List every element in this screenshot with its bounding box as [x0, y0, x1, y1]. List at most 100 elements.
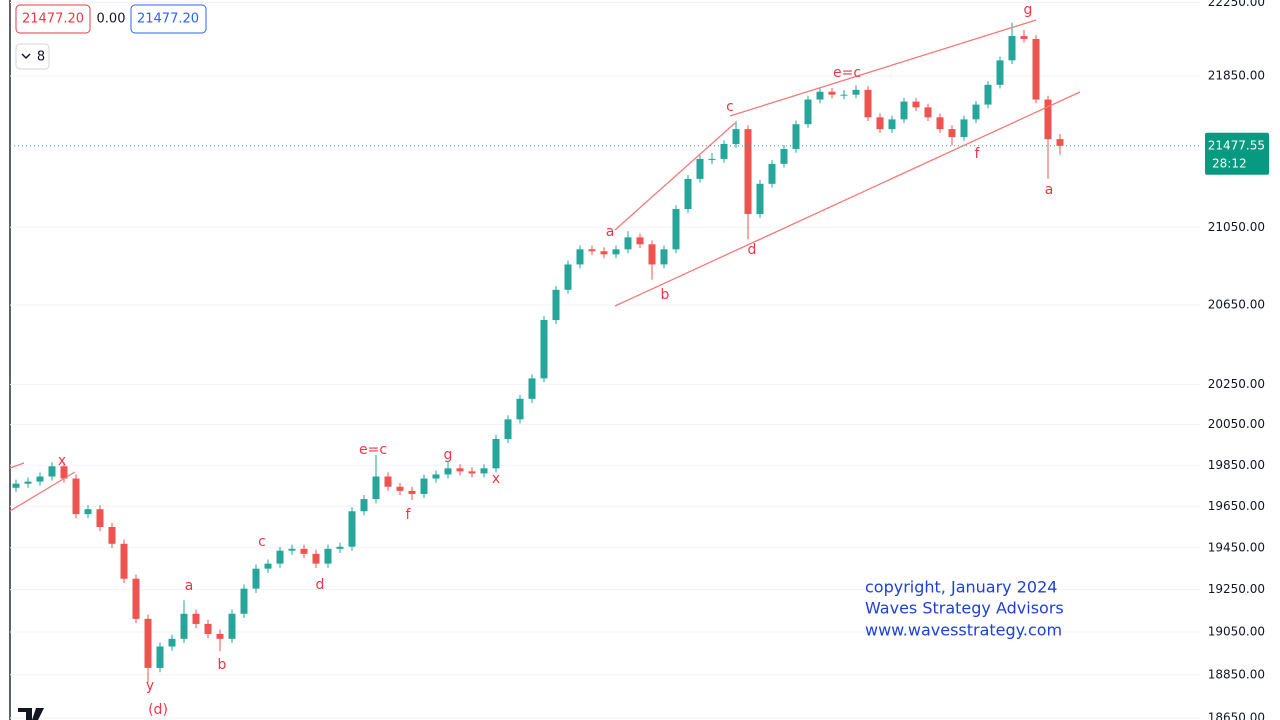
- wave-label: (d): [148, 702, 168, 718]
- last-price: 21477.55 28:12: [10, 132, 1269, 175]
- candle-body: [12, 483, 20, 488]
- wave-label: g: [444, 447, 453, 463]
- trendline: [729, 19, 1037, 117]
- candle-body: [804, 99, 812, 125]
- candle-body: [516, 398, 524, 420]
- candles: [12, 22, 1064, 683]
- bid-box[interactable]: [15, 4, 91, 34]
- candle-body: [252, 568, 260, 589]
- candle-body: [540, 320, 548, 379]
- candle-body: [60, 466, 68, 479]
- candle-body: [768, 163, 776, 184]
- candle-body: [996, 60, 1004, 85]
- candle-body: [480, 468, 488, 474]
- candle-body: [1056, 139, 1064, 146]
- candle-body: [552, 289, 560, 321]
- candle-body: [636, 237, 644, 245]
- candle-body: [132, 578, 140, 619]
- candle-body: [300, 548, 308, 554]
- candle-body: [792, 124, 800, 149]
- candle-body: [936, 117, 944, 130]
- trendline: [9, 471, 76, 512]
- candle-body: [312, 553, 320, 564]
- candle-body: [168, 638, 176, 647]
- candle-body: [360, 499, 368, 512]
- candle-body: [240, 588, 248, 614]
- wave-label: a: [185, 578, 194, 594]
- candle-body: [828, 91, 836, 95]
- candle-body: [228, 613, 236, 639]
- wave-label: y: [146, 678, 154, 694]
- y-tick-label: 18650.00: [1208, 711, 1265, 720]
- candle-body: [564, 264, 572, 290]
- candle-body: [696, 158, 704, 179]
- chevron: [21, 53, 31, 60]
- candle-body: [36, 476, 44, 482]
- y-tick-label: 19450.00: [1208, 540, 1265, 554]
- candle-body: [960, 119, 968, 138]
- wave-label: f: [975, 146, 981, 162]
- last-price-label: 21477.55: [1208, 138, 1265, 152]
- candle-body: [708, 158, 716, 160]
- candle-body: [456, 468, 464, 472]
- y-tick-label: 21050.00: [1208, 220, 1265, 234]
- watermark-line: copyright, January 2024: [865, 578, 1057, 597]
- candle-body: [1032, 38, 1040, 100]
- wave-label: d: [316, 577, 325, 593]
- candle-body: [888, 119, 896, 130]
- candle-body: [96, 509, 104, 527]
- candle-body: [192, 613, 200, 624]
- candle-body: [756, 183, 764, 215]
- y-tick-label: 21850.00: [1208, 69, 1265, 83]
- wave-label: x: [58, 453, 66, 469]
- candle-body: [780, 148, 788, 164]
- candle-body: [120, 543, 128, 579]
- wave-label: a: [1045, 182, 1054, 198]
- wave-label: e=c: [359, 442, 387, 458]
- candle-body: [600, 251, 608, 255]
- ask-box[interactable]: [130, 4, 207, 34]
- candle-body: [732, 129, 740, 145]
- candle-body: [336, 546, 344, 549]
- candle-body: [288, 548, 296, 551]
- trendline: [9, 462, 25, 469]
- candle-body: [528, 378, 536, 399]
- candle-body: [504, 419, 512, 439]
- candle-body: [204, 623, 212, 634]
- wave-label: b: [661, 287, 670, 303]
- wave-label: b: [218, 657, 227, 673]
- candle-body: [924, 107, 932, 118]
- candle-body: [672, 209, 680, 250]
- candle-body: [612, 249, 620, 255]
- candle-body: [264, 563, 272, 569]
- bid-price: 21477.20: [22, 12, 84, 27]
- candle-body: [324, 548, 332, 564]
- candle-body: [684, 178, 692, 210]
- interval-button[interactable]: [15, 43, 50, 70]
- y-tick-label: 19650.00: [1208, 499, 1265, 513]
- candle-body: [420, 478, 428, 494]
- candle-body: [648, 244, 656, 265]
- candle-body: [444, 468, 452, 475]
- y-tick-label: 20050.00: [1208, 417, 1265, 431]
- wave-label: x: [492, 471, 500, 487]
- wave-label: c: [726, 99, 734, 115]
- candle-body: [408, 490, 416, 494]
- candle-body: [84, 509, 92, 515]
- y-tick-label: 19250.00: [1208, 582, 1265, 596]
- candle-body: [744, 129, 752, 215]
- candle-body: [624, 237, 632, 250]
- candle-body: [468, 471, 476, 474]
- wave-label: d: [748, 242, 757, 258]
- ask-price: 21477.20: [137, 12, 199, 27]
- wave-labels: x y (d) a b c d e=c f g x a b c d e=c f …: [58, 2, 1053, 718]
- trendline: [614, 122, 736, 231]
- candle-body: [984, 84, 992, 105]
- candle-body: [852, 89, 860, 95]
- candle-body: [1008, 36, 1016, 61]
- y-tick-label: 18850.00: [1208, 667, 1265, 681]
- candle-body: [348, 511, 356, 547]
